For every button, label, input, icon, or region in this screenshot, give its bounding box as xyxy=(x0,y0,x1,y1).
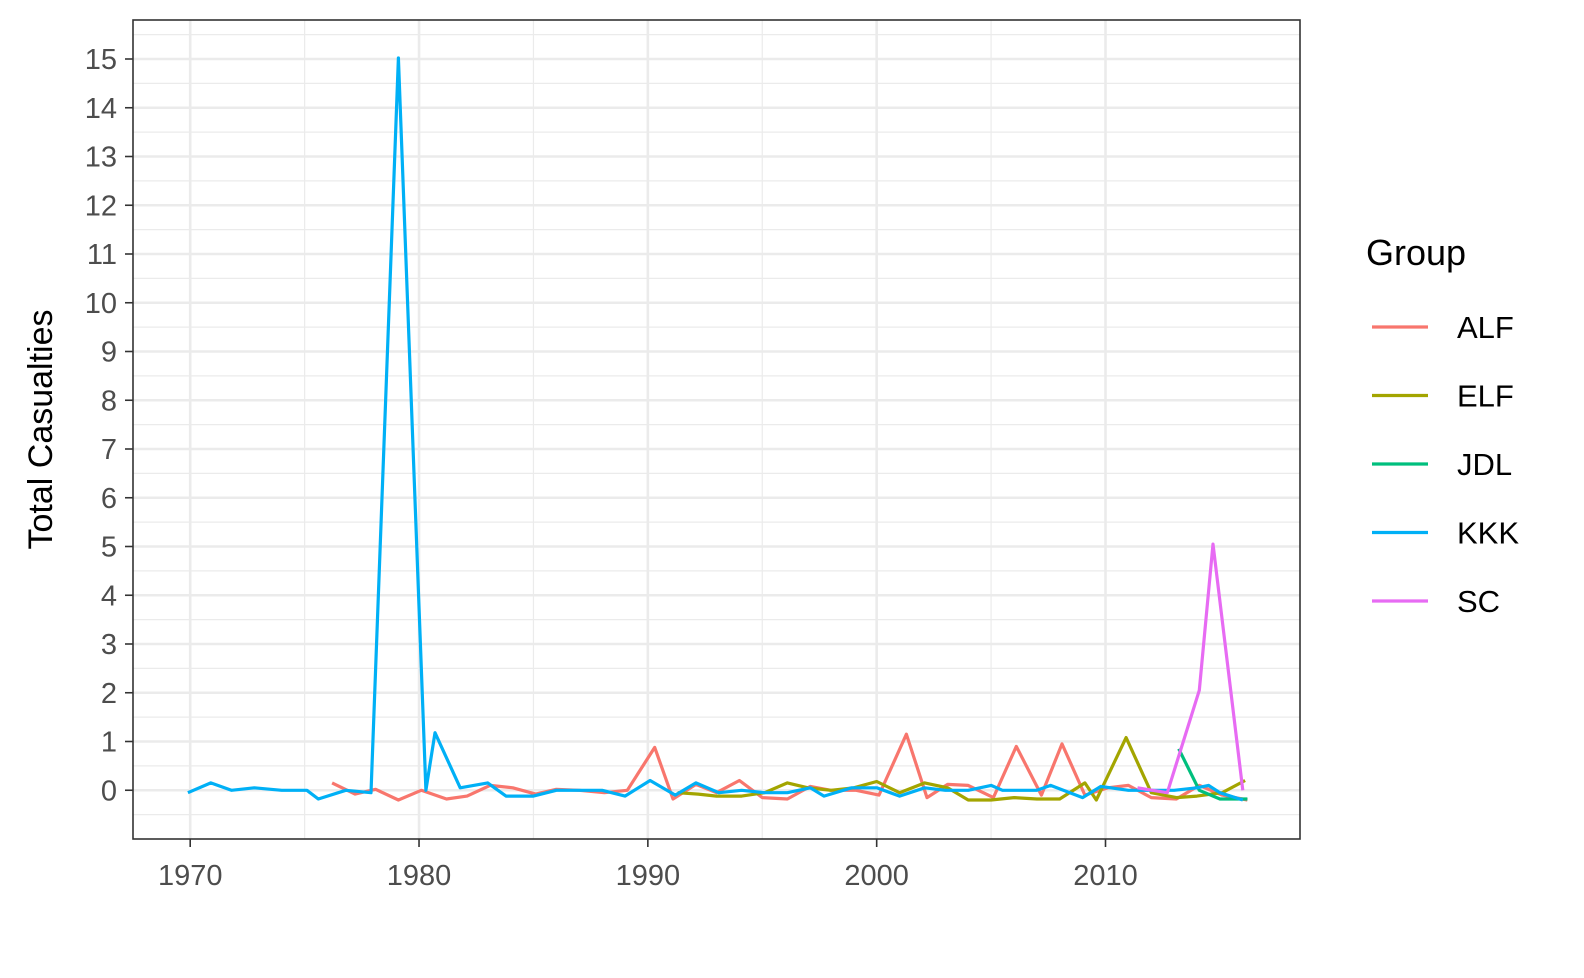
y-tick-label: 7 xyxy=(101,434,117,466)
legend-label: SC xyxy=(1457,584,1500,619)
y-tick-label: 5 xyxy=(101,532,117,564)
series-line-elf xyxy=(677,736,1246,802)
y-tick-label: 0 xyxy=(101,775,117,807)
legend-item-elf: ELF xyxy=(1372,379,1514,414)
legend-label: JDL xyxy=(1457,447,1512,482)
legend-title: Group xyxy=(1366,232,1466,273)
y-tick-label: 10 xyxy=(85,288,117,320)
x-tick-label: 1980 xyxy=(387,860,452,892)
y-tick-label: 9 xyxy=(101,337,117,369)
x-axis: 1970 1980 1990 2000 2010 xyxy=(158,839,1138,892)
legend-item-jdl: JDL xyxy=(1372,447,1512,482)
series-line-kkk xyxy=(187,56,1244,802)
y-axis-title: Total Casualties xyxy=(22,309,60,549)
y-tick-label: 4 xyxy=(101,580,117,612)
series-line-jdl xyxy=(1177,748,1248,801)
series-lines xyxy=(187,56,1248,802)
panel-border xyxy=(132,19,1301,840)
y-tick-label: 6 xyxy=(101,483,117,515)
legend-item-sc: SC xyxy=(1372,584,1500,619)
legend-item-kkk: KKK xyxy=(1372,516,1519,551)
y-tick-label: 8 xyxy=(101,385,117,417)
legend-label: ALF xyxy=(1457,310,1514,345)
legend: Group ALF ELF JDL KKK SC xyxy=(1366,232,1519,619)
series-line-sc xyxy=(1137,542,1245,795)
x-tick-label: 2010 xyxy=(1073,860,1138,892)
major-gridlines xyxy=(133,20,1300,839)
x-tick-label: 1970 xyxy=(158,860,223,892)
y-tick-label: 11 xyxy=(87,239,117,271)
legend-items: ALF ELF JDL KKK SC xyxy=(1372,310,1519,619)
legend-item-alf: ALF xyxy=(1372,310,1514,345)
y-tick-label: 3 xyxy=(101,629,117,661)
y-tick-label: 1 xyxy=(101,727,117,759)
legend-label: ELF xyxy=(1457,379,1514,414)
x-tick-label: 2000 xyxy=(844,860,909,892)
y-tick-label: 12 xyxy=(85,190,117,222)
y-tick-label: 13 xyxy=(85,142,117,174)
legend-label: KKK xyxy=(1457,516,1519,551)
y-tick-label: 15 xyxy=(85,44,117,76)
y-tick-label: 2 xyxy=(101,678,117,710)
x-tick-label: 1990 xyxy=(616,860,681,892)
y-tick-label: 14 xyxy=(85,93,117,125)
